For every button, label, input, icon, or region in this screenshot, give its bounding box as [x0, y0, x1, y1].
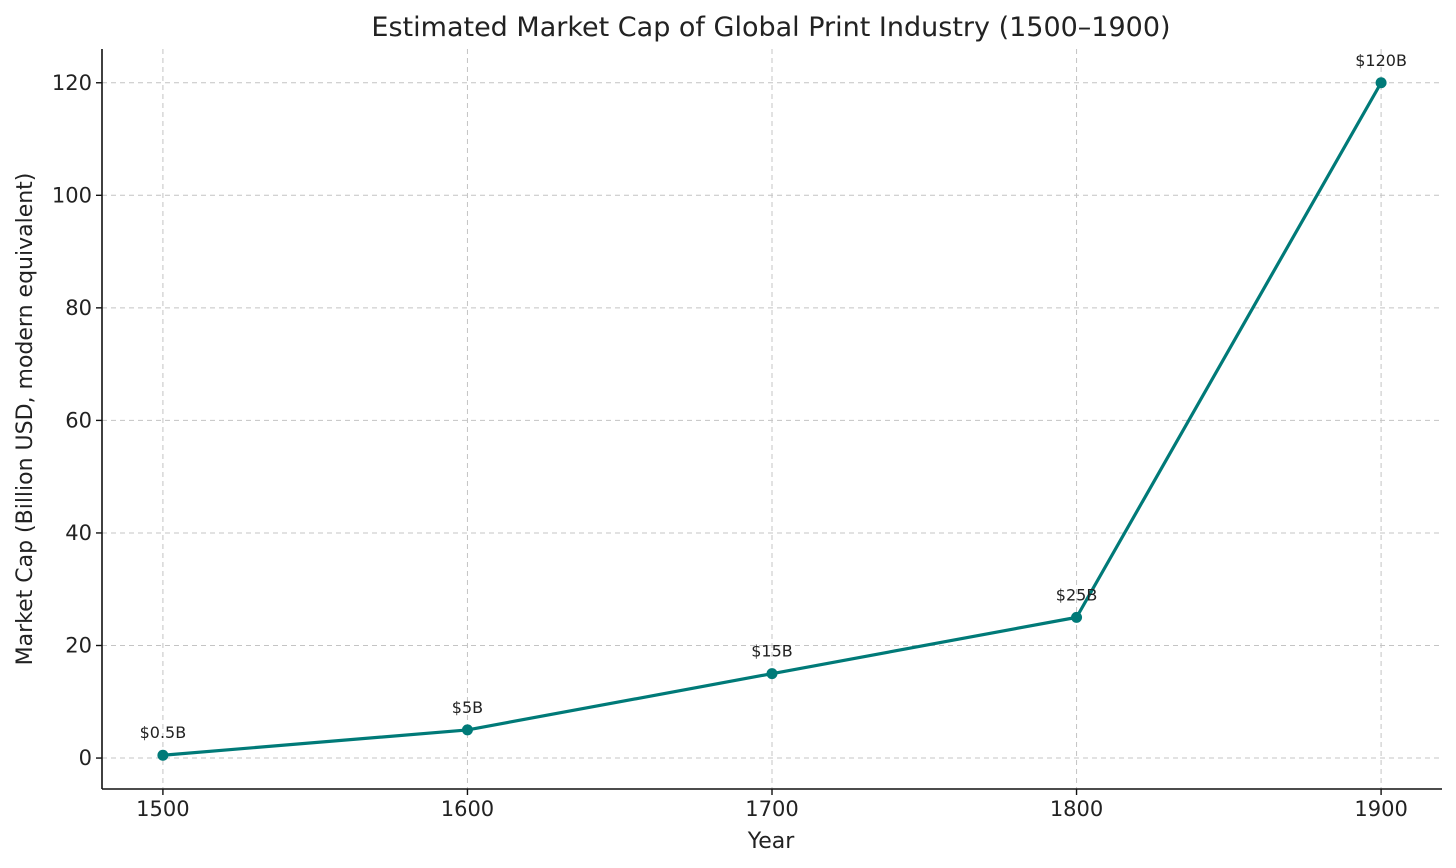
- data-label: $120B: [1355, 51, 1407, 70]
- ticks: 1500 1600 1700 1800 1900 0 20 40 60 80 100 120: [52, 71, 1408, 821]
- data-label: $15B: [751, 642, 793, 661]
- x-tick-label: 1500: [136, 797, 189, 821]
- data-point: [1071, 611, 1083, 623]
- x-tick-label: 1800: [1050, 797, 1103, 821]
- y-tick-label: 0: [79, 746, 92, 770]
- y-tick-label: 120: [52, 71, 92, 95]
- grid: [102, 49, 1442, 789]
- data-labels: $0.5B $5B $15B $25B $120B: [140, 51, 1407, 742]
- x-axis-label: Year: [747, 829, 796, 854]
- x-tick-label: 1900: [1354, 797, 1407, 821]
- data-label: $25B: [1056, 585, 1098, 604]
- y-axis-label: Market Cap (Billion USD, modern equivale…: [13, 173, 38, 666]
- y-tick-label: 40: [65, 521, 92, 545]
- chart-title: Estimated Market Cap of Global Print Ind…: [371, 12, 1170, 43]
- x-tick-label: 1600: [441, 797, 494, 821]
- x-tick-label: 1700: [745, 797, 798, 821]
- data-point: [461, 724, 473, 736]
- y-tick-label: 100: [52, 183, 92, 207]
- y-tick-label: 60: [65, 408, 92, 432]
- data-label: $5B: [452, 698, 483, 717]
- data-label: $0.5B: [140, 723, 187, 742]
- data-point: [766, 668, 778, 680]
- series-layer: [157, 77, 1387, 761]
- y-tick-label: 20: [65, 634, 92, 658]
- data-point: [1375, 77, 1387, 89]
- y-tick-label: 80: [65, 296, 92, 320]
- data-point: [157, 749, 169, 761]
